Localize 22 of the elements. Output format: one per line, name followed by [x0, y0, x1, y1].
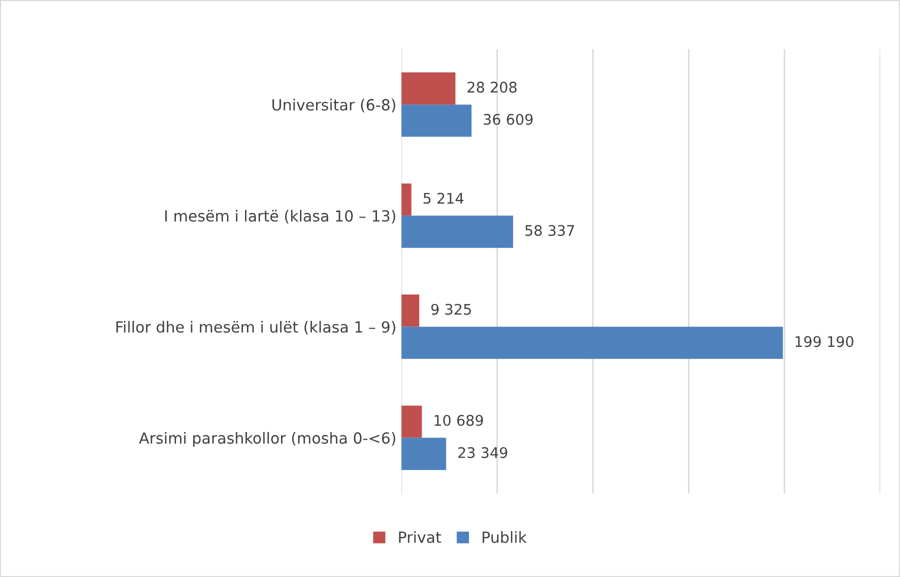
bar [401, 326, 783, 359]
bar [401, 438, 446, 470]
bar [401, 183, 412, 216]
data-label: 28 208 [468, 82, 517, 93]
data-label: 199 190 [796, 336, 854, 348]
data-label: 58 337 [525, 224, 574, 236]
data-label: 23 349 [458, 447, 508, 458]
legend-label: Privat [399, 531, 442, 543]
data-label: 10 689 [434, 414, 483, 426]
y-tick-label: I mesëm i lartë (klasa 10 – 13) [165, 210, 396, 224]
y-tick-label: Universitar (6-8) [272, 98, 396, 112]
bar [401, 216, 514, 248]
data-label: 36 609 [484, 114, 533, 125]
data-label: 9 325 [431, 304, 471, 315]
bar [401, 406, 422, 438]
y-tick-label: Arsimi parashkollor (mosha 0-<6) [139, 432, 396, 447]
bar [401, 72, 456, 105]
y-tick-label: Fillor dhe i mesëm i ulët (klasa 1 – 9) [116, 320, 396, 335]
bar [401, 104, 472, 137]
bar [401, 294, 420, 327]
data-label: 5 214 [424, 192, 464, 204]
legend-label: Publik [482, 531, 527, 543]
